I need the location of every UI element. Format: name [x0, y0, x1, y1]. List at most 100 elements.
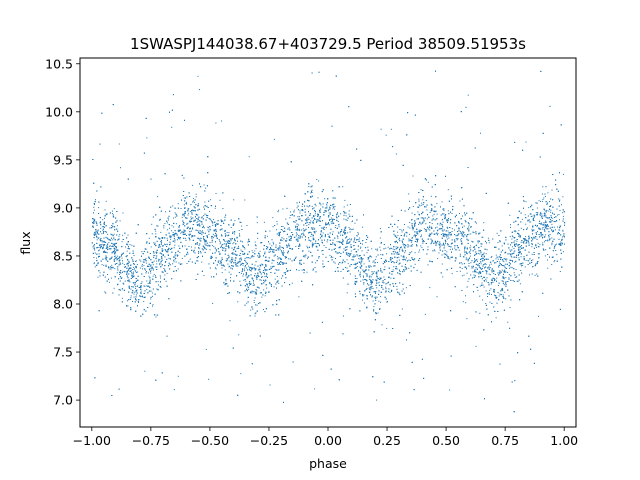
data-point: [449, 248, 451, 250]
data-point: [173, 226, 175, 228]
data-point: [146, 285, 148, 287]
data-point: [337, 237, 339, 239]
data-point: [334, 208, 336, 210]
data-point: [448, 232, 450, 233]
data-point: [521, 218, 523, 220]
data-point: [479, 253, 481, 255]
data-point: [469, 251, 471, 252]
data-point: [293, 209, 295, 211]
data-point: [409, 245, 411, 247]
data-point: [231, 259, 233, 261]
data-point: [525, 223, 527, 225]
data-point: [375, 300, 377, 301]
data-point: [482, 254, 484, 255]
data-point: [377, 248, 379, 250]
data-point: [157, 281, 159, 283]
data-point: [500, 264, 502, 266]
data-point: [256, 286, 258, 288]
data-point: [238, 245, 240, 247]
data-point: [387, 282, 389, 284]
data-point: [249, 284, 250, 286]
data-point: [529, 213, 531, 215]
data-point: [253, 282, 254, 284]
data-point: [511, 267, 513, 269]
data-point: [299, 210, 301, 212]
data-point: [224, 269, 226, 271]
data-point: [270, 266, 272, 268]
data-point: [442, 230, 444, 232]
data-point: [481, 269, 483, 271]
data-point: [480, 263, 482, 265]
data-point: [191, 213, 193, 215]
data-point: [248, 288, 250, 290]
data-point: [217, 262, 219, 263]
data-point: [478, 265, 480, 267]
data-point: [194, 247, 196, 249]
data-point: [113, 233, 115, 235]
data-point: [176, 215, 178, 217]
data-point: [515, 269, 517, 271]
data-point: [117, 266, 119, 268]
data-point: [192, 197, 194, 199]
data-point: [544, 255, 546, 257]
data-point: [551, 217, 553, 219]
data-point: [97, 233, 99, 235]
data-point: [113, 208, 115, 210]
data-point: [502, 290, 504, 292]
data-point: [548, 210, 550, 212]
data-point: [483, 252, 485, 254]
data-point: [279, 235, 280, 237]
data-point: [336, 235, 338, 237]
data-point: [323, 211, 325, 213]
data-point: [97, 246, 99, 248]
data-point: [200, 237, 202, 239]
data-point: [356, 235, 358, 236]
data-point: [479, 271, 481, 273]
data-point: [427, 181, 429, 183]
data-point: [446, 226, 448, 228]
data-point: [421, 204, 423, 206]
data-point: [259, 250, 261, 252]
data-point: [175, 223, 177, 225]
data-point: [442, 221, 444, 223]
data-point: [559, 229, 561, 231]
data-point: [449, 389, 451, 391]
data-point: [281, 226, 283, 227]
data-point: [322, 260, 324, 262]
data-point: [261, 296, 263, 298]
data-point: [203, 184, 205, 186]
data-point: [225, 248, 227, 249]
data-point: [256, 290, 258, 292]
data-point: [425, 200, 427, 201]
data-point: [514, 261, 516, 263]
data-point: [160, 231, 162, 233]
data-point: [469, 252, 471, 254]
data-point: [221, 234, 222, 236]
data-point: [129, 244, 131, 246]
data-point: [243, 263, 245, 264]
data-point: [514, 240, 516, 242]
data-point: [142, 268, 143, 270]
data-point: [166, 272, 168, 274]
data-point: [531, 246, 533, 248]
data-point: [106, 247, 108, 249]
data-point: [343, 218, 345, 220]
data-point: [479, 285, 481, 287]
data-point: [151, 292, 153, 294]
data-point: [279, 245, 281, 247]
data-point: [460, 232, 462, 234]
data-point: [98, 250, 99, 252]
data-point: [295, 227, 297, 229]
data-point: [155, 233, 157, 235]
data-point: [168, 257, 170, 259]
data-point: [467, 94, 469, 96]
data-point: [146, 285, 148, 287]
data-point: [93, 248, 95, 250]
data-point: [335, 215, 337, 217]
data-point: [126, 272, 128, 274]
data-point: [297, 216, 299, 218]
data-point: [312, 229, 314, 230]
data-point: [177, 268, 179, 270]
data-point: [361, 265, 363, 266]
data-point: [517, 224, 519, 226]
